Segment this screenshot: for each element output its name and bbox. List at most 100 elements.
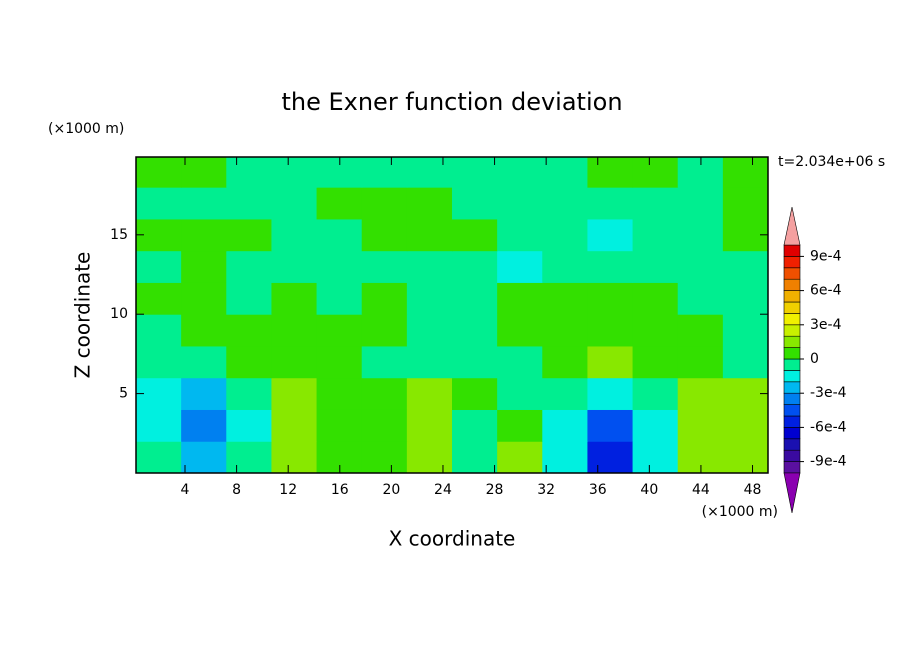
- contour-cell: [136, 441, 182, 474]
- contour-cell: [497, 345, 543, 379]
- contour-cell: [361, 250, 408, 283]
- contour-cell: [452, 157, 498, 188]
- colorbar-under: [783, 472, 801, 514]
- contour-cell: [316, 345, 363, 379]
- contour-cell: [542, 157, 588, 188]
- contour-cell: [136, 409, 182, 442]
- contour-cell: [406, 187, 453, 220]
- contour-cell: [587, 187, 634, 220]
- contour-cell: [406, 409, 453, 442]
- contour-cell: [406, 250, 453, 283]
- contour-cell: [136, 250, 182, 283]
- x-tick-label: 12: [279, 482, 297, 498]
- x-tick-label: 40: [640, 482, 658, 498]
- contour-cell: [226, 314, 272, 347]
- contour-cell: [497, 314, 543, 347]
- colorbar-band: [783, 267, 801, 280]
- contour-cell: [587, 282, 634, 315]
- contour-cell: [632, 218, 679, 252]
- contour-cell: [722, 250, 769, 283]
- contour-cell: [406, 157, 453, 188]
- contour-cell: [136, 187, 182, 220]
- contour-cell: [226, 157, 272, 188]
- contour-cell: [406, 218, 453, 252]
- contour-cell: [271, 218, 318, 252]
- colorbar-tick-label: 6e-4: [810, 283, 842, 299]
- contour-cell: [677, 282, 724, 315]
- colorbar-band: [783, 358, 801, 371]
- colorbar-tick-label: -6e-4: [810, 419, 847, 435]
- colorbar-tick-label: 9e-4: [810, 248, 842, 264]
- contour-cell: [226, 218, 272, 252]
- contour-cell: [542, 187, 588, 220]
- contour-cell: [722, 157, 769, 188]
- contour-cell: [587, 157, 634, 188]
- contour-cell: [452, 282, 498, 315]
- contour-cell: [226, 441, 272, 474]
- contour-cell: [271, 409, 318, 442]
- contour-cell: [226, 250, 272, 283]
- x-tick-label: 28: [486, 482, 504, 498]
- contour-cell: [632, 187, 679, 220]
- colorbar-band: [783, 290, 801, 303]
- x-tick-label: 16: [331, 482, 349, 498]
- contour-cell: [587, 218, 634, 252]
- x-tick-label: 24: [434, 482, 452, 498]
- contour-cell: [316, 282, 363, 315]
- contour-cell: [632, 282, 679, 315]
- contour-cell: [677, 218, 724, 252]
- contour-cell: [406, 441, 453, 474]
- colorbar-band: [783, 335, 801, 348]
- contour-cell: [632, 157, 679, 188]
- contour-cell: [632, 377, 679, 410]
- contour-cell: [226, 282, 272, 315]
- contour-cell: [497, 187, 543, 220]
- contour-cell: [542, 218, 588, 252]
- contour-cell: [587, 314, 634, 347]
- x-tick-label: 20: [382, 482, 400, 498]
- contour-cell: [316, 377, 363, 410]
- y-unit: (×1000 m): [48, 121, 124, 137]
- contour-cell: [722, 409, 769, 442]
- contour-cell: [271, 157, 318, 188]
- colorbar-band: [783, 370, 801, 383]
- contour-cell: [587, 377, 634, 410]
- contour-cell: [677, 409, 724, 442]
- contour-cell: [632, 409, 679, 442]
- contour-cell: [406, 377, 453, 410]
- contour-cell: [452, 187, 498, 220]
- colorbar-tick-label: -9e-4: [810, 454, 847, 470]
- x-unit: (×1000 m): [702, 504, 778, 520]
- contour-cell: [497, 157, 543, 188]
- contour-cell: [542, 441, 588, 474]
- contour-cell: [181, 157, 227, 188]
- contour-cell: [406, 314, 453, 347]
- contour-cell: [136, 157, 182, 188]
- contour-cell: [542, 345, 588, 379]
- colorbar-over: [783, 206, 801, 246]
- colorbar-band: [783, 324, 801, 337]
- y-tick-label: 15: [110, 227, 128, 243]
- contour-cell: [361, 345, 408, 379]
- contour-cell: [497, 250, 543, 283]
- contour-cell: [497, 409, 543, 442]
- contour-cell: [271, 250, 318, 283]
- colorbar-band: [783, 404, 801, 417]
- colorbar-band: [783, 381, 801, 394]
- contour-cell: [677, 314, 724, 347]
- contour-cell: [587, 250, 634, 283]
- colorbar-band: [783, 392, 801, 405]
- contour-cell: [361, 314, 408, 347]
- contour-cell: [722, 282, 769, 315]
- contour-cell: [542, 377, 588, 410]
- contour-cell: [722, 345, 769, 379]
- contour-cell: [181, 345, 227, 379]
- plot-frame: [135, 156, 769, 474]
- x-tick-label: 4: [181, 482, 190, 498]
- y-tick-label: 5: [119, 386, 128, 402]
- contour-cell: [271, 187, 318, 220]
- contour-cell: [677, 250, 724, 283]
- x-tick-label: 44: [692, 482, 710, 498]
- contour-cell: [271, 345, 318, 379]
- contour-cell: [406, 282, 453, 315]
